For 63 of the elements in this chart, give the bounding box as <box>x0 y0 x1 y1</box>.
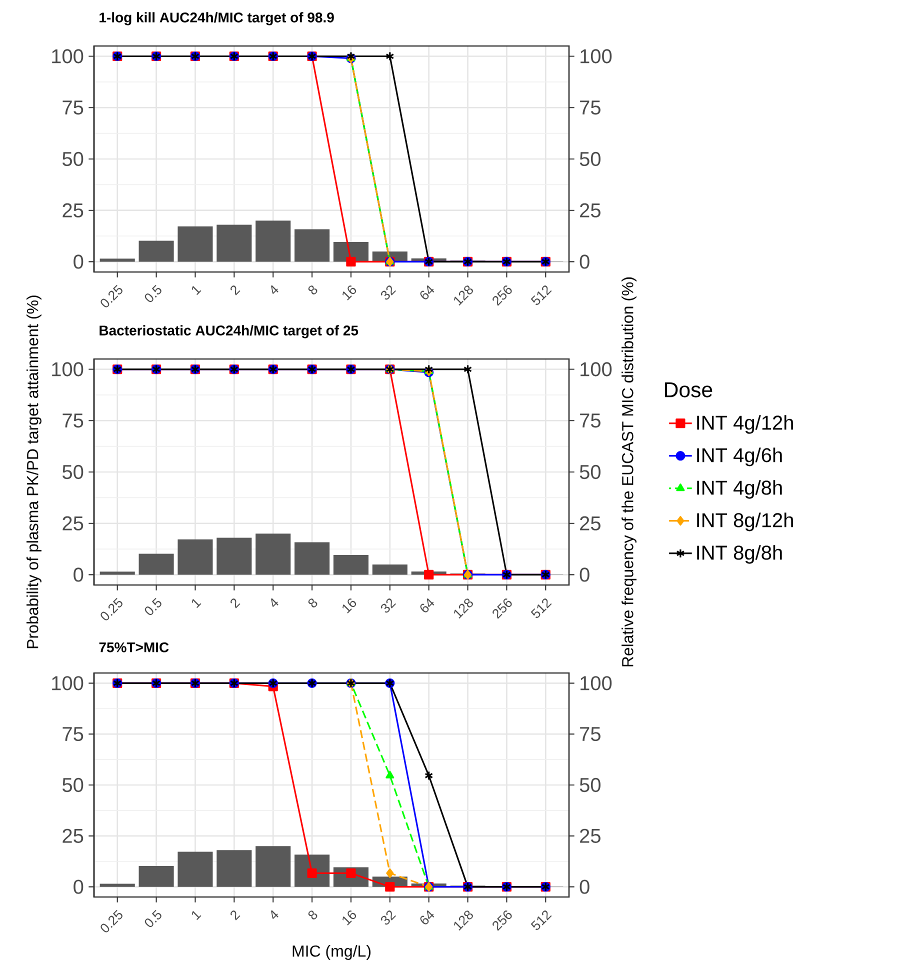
y-tick-label: 100 <box>52 49 84 64</box>
y-tick-label: 25 <box>580 828 600 843</box>
y-tick-label: 100 <box>580 676 612 690</box>
x-axis-title: MIC (mg/L) <box>292 945 370 960</box>
x-tick-label: 2 <box>230 286 240 296</box>
x-tick-label: 0.25 <box>100 284 122 308</box>
x-tick-label: 512 <box>530 910 552 930</box>
x-tick-label: 512 <box>530 286 552 305</box>
y2-axis-title: Relative frequency of the EUCAST MIC distribution (%) <box>622 277 636 666</box>
y-tick-label: 25 <box>62 516 84 530</box>
x-tick-label: 256 <box>492 286 512 306</box>
x-tick-label: 128 <box>454 598 473 619</box>
x-tick-label: 0.5 <box>144 598 162 616</box>
x-tick-label: 0.5 <box>144 910 162 928</box>
x-tick-label: 16 <box>342 598 356 614</box>
x-tick-label: 64 <box>420 285 434 300</box>
x-tick-label: 4 <box>271 285 278 294</box>
legend-label: INT 8g/8h <box>697 545 782 564</box>
x-tick-label: 16 <box>342 910 356 926</box>
x-tick-label: 2 <box>230 910 240 920</box>
x-tick-label: 128 <box>454 910 473 931</box>
x-tick-label: 32 <box>380 286 396 300</box>
x-tick-label: 0.25 <box>100 910 122 932</box>
x-tick-label: 64 <box>420 598 434 612</box>
x-tick-label: 4 <box>271 598 278 608</box>
x-tick-label: 1 <box>192 599 202 608</box>
legend-label: INT 8g/12h <box>697 512 793 532</box>
x-tick-label: 512 <box>530 598 552 618</box>
legend-title: Dose <box>665 382 712 398</box>
y-tick-label: 0 <box>580 880 590 894</box>
y-tick-label: 50 <box>62 152 84 166</box>
x-tick-label: 1 <box>192 286 202 295</box>
x-tick-label: 32 <box>380 910 396 925</box>
x-tick-label: 128 <box>454 286 473 306</box>
y-tick-label: 50 <box>580 778 600 792</box>
y-tick-label: 0 <box>74 568 84 582</box>
y-axis-title: Probability of plasma PK/PD target attainment (%) <box>26 296 42 648</box>
x-tick-label: 8 <box>308 598 318 608</box>
x-tick-label: 16 <box>342 286 356 300</box>
x-tick-label: 256 <box>492 598 512 619</box>
legend-label: INT 4g/8h <box>697 480 782 499</box>
chart-title: 75%T>MIC <box>99 642 169 652</box>
x-tick-label: 2 <box>230 598 240 608</box>
x-tick-label: 4 <box>271 910 278 920</box>
y-tick-label: 100 <box>52 362 84 376</box>
x-tick-label: 8 <box>308 286 318 294</box>
y-tick-label: 0 <box>74 254 84 269</box>
chart-title: 1-log kill AUC24h/MIC target of 98.9 <box>100 12 334 26</box>
legend-label: INT 4g/6h <box>697 448 782 466</box>
legend-label: INT 4g/12h <box>697 415 793 434</box>
x-tick-label: 32 <box>380 598 396 613</box>
y-tick-label: 25 <box>62 203 84 218</box>
y-tick-label: 75 <box>62 100 84 115</box>
y-tick-label: 50 <box>62 464 84 480</box>
y-tick-label: 75 <box>62 414 84 428</box>
chart-title: Bacteriostatic AUC24h/MIC target of 25 <box>100 325 358 338</box>
x-tick-label: 256 <box>492 910 512 931</box>
x-tick-label: 8 <box>308 910 318 920</box>
y-tick-label: 75 <box>580 727 600 742</box>
x-tick-label: 0.5 <box>144 284 162 302</box>
x-tick-label: 1 <box>192 911 202 920</box>
x-tick-label: 64 <box>420 910 434 924</box>
x-tick-label: 0.25 <box>100 598 122 620</box>
